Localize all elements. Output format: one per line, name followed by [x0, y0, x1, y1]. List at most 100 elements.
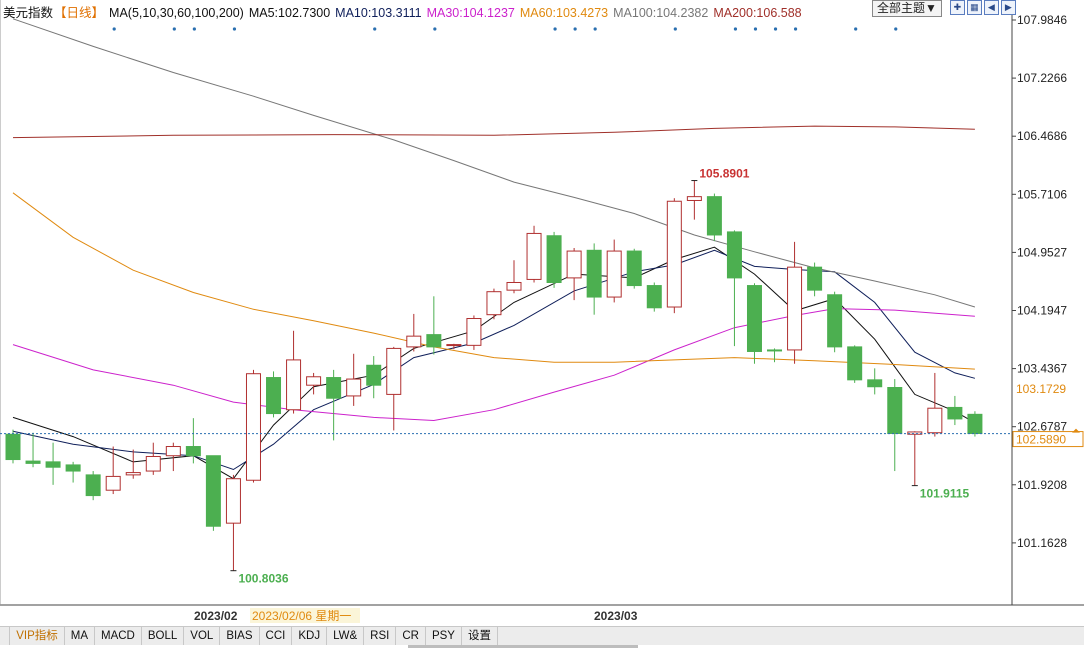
tab-vol[interactable]: VOL	[184, 627, 221, 645]
candle-body[interactable]	[686, 196, 702, 201]
candle-body[interactable]	[426, 334, 442, 348]
candles[interactable]	[5, 180, 983, 571]
ma-line-ma5	[12, 246, 976, 480]
candle-body[interactable]	[306, 376, 322, 386]
candle-body[interactable]	[506, 281, 522, 291]
candle-body[interactable]	[927, 407, 943, 434]
scrollbar[interactable]	[408, 645, 638, 648]
tab-ma[interactable]: MA	[65, 627, 95, 645]
tab-lw[interactable]: LW&	[327, 627, 365, 645]
y-axis: 107.9846 107.2266 106.4686 105.7106 104.9527…	[1012, 13, 1067, 550]
candle-body[interactable]	[626, 250, 642, 287]
tab-cr[interactable]: CR	[396, 627, 426, 645]
candle-body[interactable]	[586, 249, 602, 298]
candle-body[interactable]	[165, 446, 181, 457]
tab-psy[interactable]: PSY	[426, 627, 462, 645]
candle-body[interactable]	[326, 377, 342, 399]
instrument-title: 美元指数	[3, 6, 54, 20]
candle-body[interactable]	[185, 446, 201, 457]
tab-rsi[interactable]: RSI	[364, 627, 397, 645]
tab-cci[interactable]: CCI	[260, 627, 293, 645]
candle-body[interactable]	[205, 455, 221, 527]
ma5-value: MA5:102.7300	[248, 6, 331, 20]
ma60-value: MA60:103.4273	[519, 6, 609, 20]
x-label-feb: 2023/02	[194, 609, 238, 623]
y-tick-label: 104.9527	[1017, 245, 1067, 259]
tab-left-stub[interactable]	[0, 627, 11, 645]
prev-icon[interactable]: ◀	[983, 0, 999, 15]
candle-body[interactable]	[225, 478, 241, 524]
candle-body[interactable]	[847, 346, 863, 381]
candle-body[interactable]	[666, 200, 682, 308]
candle-body[interactable]	[466, 318, 482, 346]
candle-body[interactable]	[706, 196, 722, 236]
candle-body[interactable]	[526, 232, 542, 280]
up-arrow-icon	[1072, 428, 1080, 433]
candle-body[interactable]	[125, 472, 141, 476]
candle-body[interactable]	[366, 364, 382, 386]
candle-body[interactable]	[807, 266, 823, 291]
candle-body[interactable]	[5, 433, 21, 461]
period-label[interactable]: 【日线】	[54, 6, 105, 20]
low-price-label: 101.9115	[920, 487, 970, 501]
candle-body[interactable]	[947, 406, 963, 420]
candle-body[interactable]	[486, 291, 502, 316]
candle-body[interactable]	[446, 344, 462, 347]
candle-body[interactable]	[867, 379, 883, 388]
candle-body[interactable]	[646, 285, 662, 309]
indicator-tab-bar: VIP指标 MA MACD BOLL VOL BIAS CCI KDJ LW& …	[0, 626, 1084, 645]
candle-body[interactable]	[746, 285, 762, 352]
max-price-label: 105.8901	[699, 167, 749, 181]
ma60-tag: 103.1729	[1016, 382, 1066, 396]
last-price-tag: 102.5890	[1016, 433, 1066, 447]
candle-body[interactable]	[606, 250, 622, 298]
event-marker	[232, 27, 237, 31]
candle-body[interactable]	[827, 294, 843, 348]
event-marker	[793, 27, 798, 31]
y-tick-label: 101.9208	[1017, 478, 1067, 492]
candle-body[interactable]	[266, 377, 282, 415]
candle-body[interactable]	[967, 413, 983, 434]
ma200-value: MA200:106.588	[713, 6, 802, 20]
annotations: 102.5890 103.1729 105.8901 100.8036 101.9115	[0, 27, 1084, 586]
tab-kdj[interactable]: KDJ	[292, 627, 328, 645]
candle-body[interactable]	[346, 378, 362, 397]
candle-body[interactable]	[726, 231, 742, 279]
indicator-header: 美元指数【日线】 MA(5,10,30,60,100,200) MA5:102.73…	[3, 2, 807, 21]
theme-select[interactable]: 全部主题▼	[872, 0, 942, 17]
expand-icon[interactable]: ✚	[949, 0, 965, 15]
grid	[0, 0, 1084, 606]
candle-body[interactable]	[787, 266, 803, 351]
tab-vip[interactable]: VIP指标	[10, 627, 65, 645]
candle-body[interactable]	[85, 474, 101, 497]
next-icon[interactable]: ▶	[1000, 0, 1016, 15]
y-tick-label: 105.7106	[1017, 187, 1067, 201]
y-tick-label: 104.1947	[1017, 303, 1067, 317]
candle-body[interactable]	[887, 387, 903, 434]
candle-body[interactable]	[245, 373, 261, 481]
candle-body[interactable]	[105, 475, 121, 491]
tab-boll[interactable]: BOLL	[142, 627, 185, 645]
candle-body[interactable]	[406, 335, 422, 348]
tab-bias[interactable]: BIAS	[220, 627, 260, 645]
candle-body[interactable]	[65, 464, 81, 472]
candle-body[interactable]	[546, 235, 562, 283]
candle-body[interactable]	[286, 359, 302, 411]
ma30-value: MA30:104.1237	[426, 6, 515, 20]
candle-body[interactable]	[45, 461, 61, 468]
tab-settings[interactable]: 设置	[462, 627, 498, 645]
candle-body[interactable]	[566, 250, 582, 279]
x-axis: 2023/02 2023/02/06 星期一 2023/03	[194, 608, 638, 623]
candle-body[interactable]	[145, 455, 161, 472]
candle-body[interactable]	[767, 349, 783, 352]
event-marker	[773, 27, 778, 31]
moving-average-lines	[12, 18, 976, 480]
candle-body[interactable]	[386, 347, 402, 395]
candle-body[interactable]	[25, 460, 41, 464]
ma10-value: MA10:103.3111	[335, 6, 422, 20]
grid-icon[interactable]: ▦	[966, 0, 982, 15]
tab-macd[interactable]: MACD	[95, 627, 142, 645]
event-marker	[854, 27, 858, 31]
ma-line-ma100	[12, 18, 976, 308]
